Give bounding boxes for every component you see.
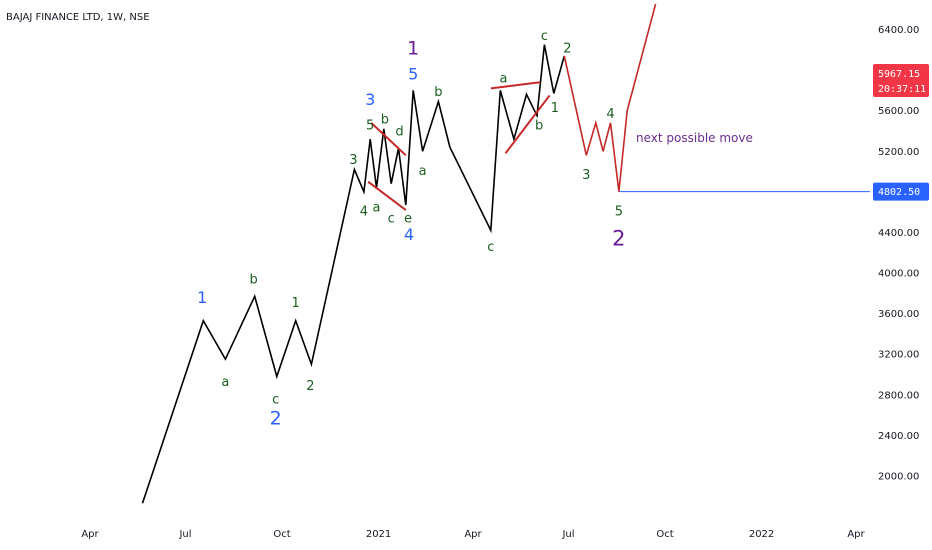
triangle-1-boundary: [370, 122, 407, 157]
y-tick-label: 3200.00: [878, 350, 919, 361]
x-tick-label: Oct: [656, 529, 673, 540]
projection-line: [563, 3, 657, 192]
x-tick-label: Apr: [464, 529, 482, 540]
wave-label: 4: [404, 225, 414, 244]
wave-label: a: [372, 201, 380, 216]
x-tick-label: Jul: [561, 529, 574, 540]
level-value: 4802.50: [878, 187, 920, 198]
wave-label: b: [381, 112, 389, 127]
x-tick-label: 2022: [749, 529, 774, 540]
y-tick-label: 3600.00: [878, 309, 919, 320]
y-tick-label: 5200.00: [878, 147, 919, 158]
wave-label: d: [395, 124, 403, 139]
wave-label: b: [250, 273, 258, 288]
wave-label: a: [221, 375, 229, 390]
wave-label: 2: [612, 227, 625, 251]
x-axis: Apr Jul Oct 2021 Apr Jul Oct 2022 Apr: [81, 529, 865, 540]
wave-label: 3: [365, 90, 375, 109]
x-tick-label: 2021: [366, 529, 391, 540]
y-tick-label: 6400.00: [878, 25, 919, 36]
wave-label: 3: [582, 168, 590, 183]
wave-label: b: [434, 85, 442, 100]
wave-label: 1: [292, 296, 300, 311]
triangle-2-boundary: [504, 94, 551, 154]
y-tick-label: 5600.00: [878, 106, 919, 117]
wave-label: 4: [606, 107, 614, 122]
wave-label: c: [272, 392, 279, 407]
wave-label: 1: [197, 288, 207, 307]
wave-label: c: [541, 29, 548, 44]
triangle-1-boundary: [367, 180, 407, 211]
price-badges: 5967.15 20:37:11 4802.50: [873, 64, 929, 201]
x-tick-label: Oct: [273, 529, 290, 540]
wave-label: 2: [563, 41, 571, 56]
y-tick-label: 4400.00: [878, 228, 919, 239]
wave-label: c: [487, 240, 494, 255]
x-tick-label: Jul: [178, 529, 191, 540]
wave-label: c: [388, 212, 395, 227]
annotation-label: next possible move: [636, 131, 753, 145]
chart-title: BAJAJ FINANCE LTD, 1W, NSE: [6, 12, 150, 23]
x-tick-label: Apr: [847, 529, 865, 540]
y-tick-label: 2800.00: [878, 390, 919, 401]
wave-label: 1: [407, 37, 419, 59]
y-tick-label: 2000.00: [878, 471, 919, 482]
series-layer: [141, 3, 870, 504]
countdown-value: 20:37:11: [878, 84, 926, 95]
wave-label: a: [499, 72, 507, 87]
wave-label: 4: [360, 205, 368, 220]
y-tick-label: 4000.00: [878, 269, 919, 280]
level-badge: [873, 182, 929, 201]
wave-label: a: [419, 164, 427, 179]
wave-label: 5: [366, 118, 374, 133]
wave-label: 5: [408, 65, 418, 84]
wave-label: 5: [615, 205, 623, 220]
wave-label: 3: [349, 153, 357, 168]
wave-label: b: [535, 118, 543, 133]
wave-label: e: [404, 212, 412, 227]
y-tick-label: 2400.00: [878, 431, 919, 442]
wave-label: 2: [270, 408, 282, 430]
x-tick-label: Apr: [81, 529, 99, 540]
last-price-value: 5967.15: [878, 69, 920, 80]
wave-label: 2: [306, 379, 314, 394]
wave-label: 1: [551, 101, 559, 116]
triangle-2-boundary: [490, 81, 541, 90]
last-price-badge: [873, 64, 929, 97]
